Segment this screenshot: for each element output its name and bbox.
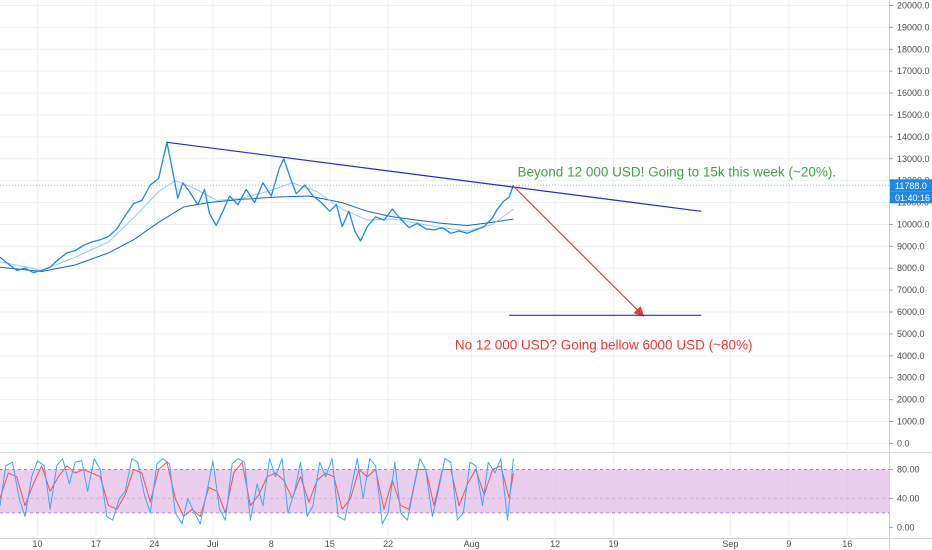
bearish-annotation: No 12 000 USD? Going bellow 6000 USD (~8… — [455, 337, 753, 352]
x-tick-label: 22 — [383, 539, 393, 549]
x-tick-label: 24 — [149, 539, 159, 549]
y-tick-label: 4000.0 — [897, 351, 925, 361]
y-tick-label: 1000.0 — [897, 417, 925, 427]
indicator-tick-label: 80.00 — [897, 464, 920, 474]
price-line — [0, 141, 515, 274]
y-tick-label: 16000.0 — [897, 88, 930, 98]
price-badge-label: 11788.0 — [895, 181, 927, 191]
countdown-badge — [890, 191, 932, 204]
y-tick-label: 0.0 — [897, 438, 910, 448]
y-tick-label: 2000.0 — [897, 395, 925, 405]
x-tick-label: Jul — [207, 539, 219, 549]
ma-slow-line — [0, 195, 514, 272]
x-tick-label: 17 — [91, 539, 101, 549]
indicator-tick-label: 0.00 — [897, 522, 915, 532]
y-tick-label: 20000.0 — [897, 0, 930, 10]
price-badge — [890, 179, 932, 192]
annotations-layer: Beyond 12 000 USD! Going to 15k this wee… — [455, 164, 836, 352]
y-tick-label: 9000.0 — [897, 241, 925, 251]
stoch-d-line — [0, 461, 514, 517]
indicator-tick-label: 40.00 — [897, 493, 920, 503]
stoch-k-line — [0, 458, 514, 525]
oscillator-band — [0, 469, 889, 513]
x-tick-label: Aug — [464, 539, 480, 549]
x-tick-label: Sep — [722, 539, 738, 549]
bullish-annotation: Beyond 12 000 USD! Going to 15k this wee… — [518, 164, 837, 179]
y-tick-label: 13000.0 — [897, 154, 930, 164]
y-tick-label: 5000.0 — [897, 329, 925, 339]
countdown-badge-label: 01:40:16 — [895, 193, 930, 203]
resistance-trendline[interactable] — [166, 141, 702, 212]
y-tick-label: 14000.0 — [897, 132, 930, 142]
x-tick-label: 9 — [786, 539, 791, 549]
x-tick-label: 12 — [550, 539, 560, 549]
x-tick-label: 16 — [842, 539, 852, 549]
ma-fast-line — [0, 180, 514, 271]
main-grid — [0, 0, 889, 450]
drawings-layer — [166, 141, 702, 317]
y-tick-label: 3000.0 — [897, 373, 925, 383]
x-tick-label: 8 — [269, 539, 274, 549]
y-tick-label: 8000.0 — [897, 263, 925, 273]
x-tick-label: 10 — [33, 539, 43, 549]
y-tick-label: 10000.0 — [897, 219, 930, 229]
x-tick-label: 19 — [609, 539, 619, 549]
x-tick-label: 15 — [325, 539, 335, 549]
indicator-band — [0, 468, 889, 514]
series-layer — [0, 141, 889, 525]
y-tick-label: 17000.0 — [897, 66, 930, 76]
y-tick-label: 15000.0 — [897, 110, 930, 120]
projection-arrow[interactable] — [512, 185, 645, 317]
y-tick-label: 19000.0 — [897, 22, 930, 32]
y-tick-label: 6000.0 — [897, 307, 925, 317]
y-tick-label: 18000.0 — [897, 44, 930, 54]
y-tick-label: 7000.0 — [897, 285, 925, 295]
